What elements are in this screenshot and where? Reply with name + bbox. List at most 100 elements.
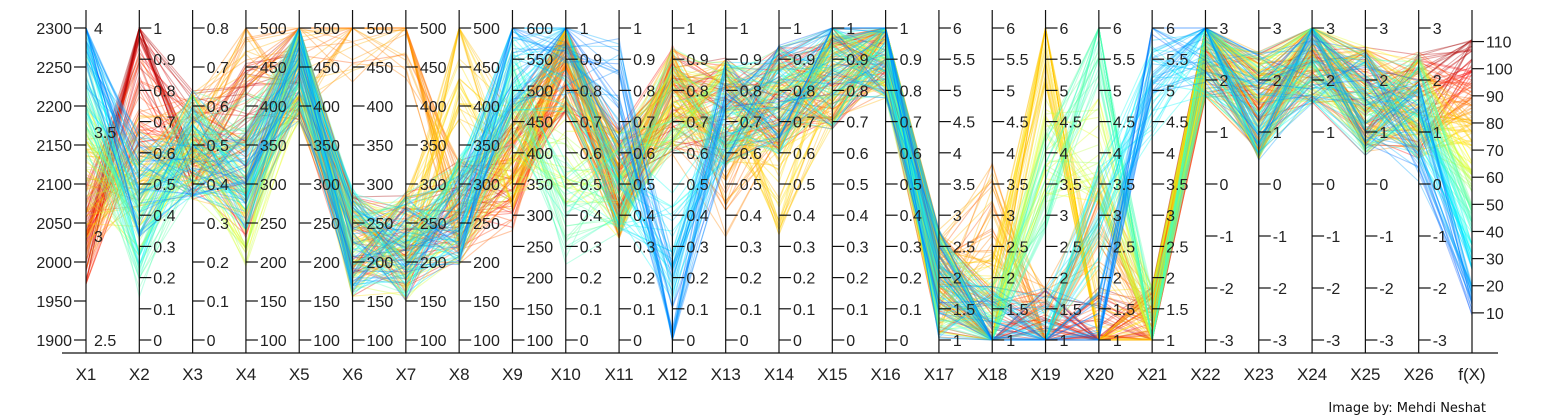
tick-label: 2.5 <box>1006 239 1028 256</box>
tick-label: 100 <box>526 333 553 350</box>
tick-label: 0.9 <box>793 52 815 69</box>
tick-label: 400 <box>260 99 287 116</box>
tick-label: 450 <box>260 60 287 77</box>
tick-label: 0.7 <box>846 115 868 132</box>
tick-label: 250 <box>473 216 500 233</box>
tick-label: 40 <box>1486 224 1504 241</box>
axis-label-x7: X7 <box>395 365 416 384</box>
tick-label: 0.1 <box>686 302 708 319</box>
tick-label: 200 <box>367 255 394 272</box>
tick-label: 0.3 <box>580 239 602 256</box>
tick-label: 0.6 <box>153 146 175 163</box>
tick-label: 0.8 <box>846 83 868 100</box>
tick-label: 0.7 <box>207 60 229 77</box>
tick-label: 2 <box>1166 271 1175 288</box>
tick-label: 4 <box>1060 146 1069 163</box>
tick-label: 500 <box>473 21 500 38</box>
tick-label: 450 <box>420 60 447 77</box>
tick-label: 0.4 <box>900 208 922 225</box>
axis-label-x19: X19 <box>1030 365 1060 384</box>
tick-label: 5.5 <box>953 52 975 69</box>
axis-label-x8: X8 <box>449 365 470 384</box>
tick-label: 5 <box>1166 83 1175 100</box>
tick-label: 3.5 <box>953 177 975 194</box>
axis-x25: -3 -2 -1 0 1 2 3 X25 <box>1350 10 1394 384</box>
tick-label: 1 <box>900 21 909 38</box>
tick-label: 0.8 <box>207 21 229 38</box>
tick-label: 0.1 <box>740 302 762 319</box>
tick-label: 1 <box>846 21 855 38</box>
tick-label: 3 <box>1166 208 1175 225</box>
tick-label: -1 <box>1219 229 1233 246</box>
tick-label-secondary: 3 <box>94 229 103 246</box>
tick-label: 2.5 <box>1166 239 1188 256</box>
axis-label-x14: X14 <box>764 365 794 384</box>
tick-label: 1 <box>1326 125 1335 142</box>
tick-label: 3 <box>1433 21 1442 38</box>
tick-label: 90 <box>1486 89 1504 106</box>
tick-label: 2 <box>1006 271 1015 288</box>
tick-label: 6 <box>1113 21 1122 38</box>
tick-label: 0 <box>793 333 802 350</box>
tick-label: 0.4 <box>686 208 708 225</box>
tick-label: 100 <box>367 333 394 350</box>
tick-label: 2000 <box>36 255 72 272</box>
tick-label: 0.5 <box>686 177 708 194</box>
tick-label: 4.5 <box>1060 115 1082 132</box>
tick-label: 1.5 <box>1060 302 1082 319</box>
tick-label: 0.2 <box>740 271 762 288</box>
tick-label: 0 <box>207 333 216 350</box>
tick-label: -3 <box>1326 333 1340 350</box>
tick-label-secondary: 2.5 <box>94 333 116 350</box>
axis-x1: 1900 1950 2000 2050 2100 2150 2200 2250 2300 2.5 3… <box>36 10 116 384</box>
axis-x22: -3 -2 -1 0 1 2 3 X22 <box>1190 10 1234 384</box>
tick-label: 3 <box>1060 208 1069 225</box>
tick-label: 70 <box>1486 143 1504 160</box>
tick-label: 450 <box>473 60 500 77</box>
tick-label: 0.3 <box>740 239 762 256</box>
tick-label: 2 <box>1060 271 1069 288</box>
tick-label: 400 <box>526 146 553 163</box>
tick-label: 2.5 <box>1113 239 1135 256</box>
tick-label: 4 <box>1113 146 1122 163</box>
tick-label: 300 <box>260 177 287 194</box>
tick-label: 0.5 <box>740 177 762 194</box>
tick-label: 1 <box>153 21 162 38</box>
tick-label: 2 <box>1433 73 1442 90</box>
tick-label: 2100 <box>36 177 72 194</box>
tick-label: 150 <box>260 294 287 311</box>
tick-label: 5.5 <box>1166 52 1188 69</box>
tick-label: 450 <box>526 115 553 132</box>
tick-label: 0.9 <box>633 52 655 69</box>
tick-label: 0.3 <box>633 239 655 256</box>
tick-label: 2 <box>953 271 962 288</box>
tick-label: 0.2 <box>900 271 922 288</box>
tick-label: 4 <box>1006 146 1015 163</box>
tick-label: 150 <box>473 294 500 311</box>
tick-label: 0.5 <box>633 177 655 194</box>
axis-label-x23: X23 <box>1244 365 1274 384</box>
tick-label: 0.2 <box>207 255 229 272</box>
tick-label: 3.5 <box>1060 177 1082 194</box>
tick-label: 350 <box>473 138 500 155</box>
tick-label: 1 <box>1060 333 1069 350</box>
axis-x14: 0 0.1 0.2 0.3 0.4 0.5 0.6 0.7 0.8 0.9 1 X14 <box>764 10 815 384</box>
axis-x11: 0 0.1 0.2 0.3 0.4 0.5 0.6 0.7 0.8 0.9 1 X11 <box>605 10 655 384</box>
tick-label: 200 <box>473 255 500 272</box>
tick-label: 2 <box>1113 271 1122 288</box>
tick-label: 30 <box>1486 252 1504 269</box>
tick-label: 5.5 <box>1060 52 1082 69</box>
tick-label: 0 <box>633 333 642 350</box>
tick-label: 1 <box>686 21 695 38</box>
tick-label: 0.4 <box>580 208 602 225</box>
tick-label: 100 <box>260 333 287 350</box>
tick-label: 0.1 <box>207 294 229 311</box>
tick-label: 0.1 <box>580 302 602 319</box>
tick-label: 400 <box>473 99 500 116</box>
tick-label: 450 <box>313 60 340 77</box>
tick-label: 200 <box>260 255 287 272</box>
tick-label: 4.5 <box>1113 115 1135 132</box>
tick-label: 4 <box>1166 146 1175 163</box>
tick-label: 1.5 <box>1006 302 1028 319</box>
tick-label: 0.7 <box>900 115 922 132</box>
